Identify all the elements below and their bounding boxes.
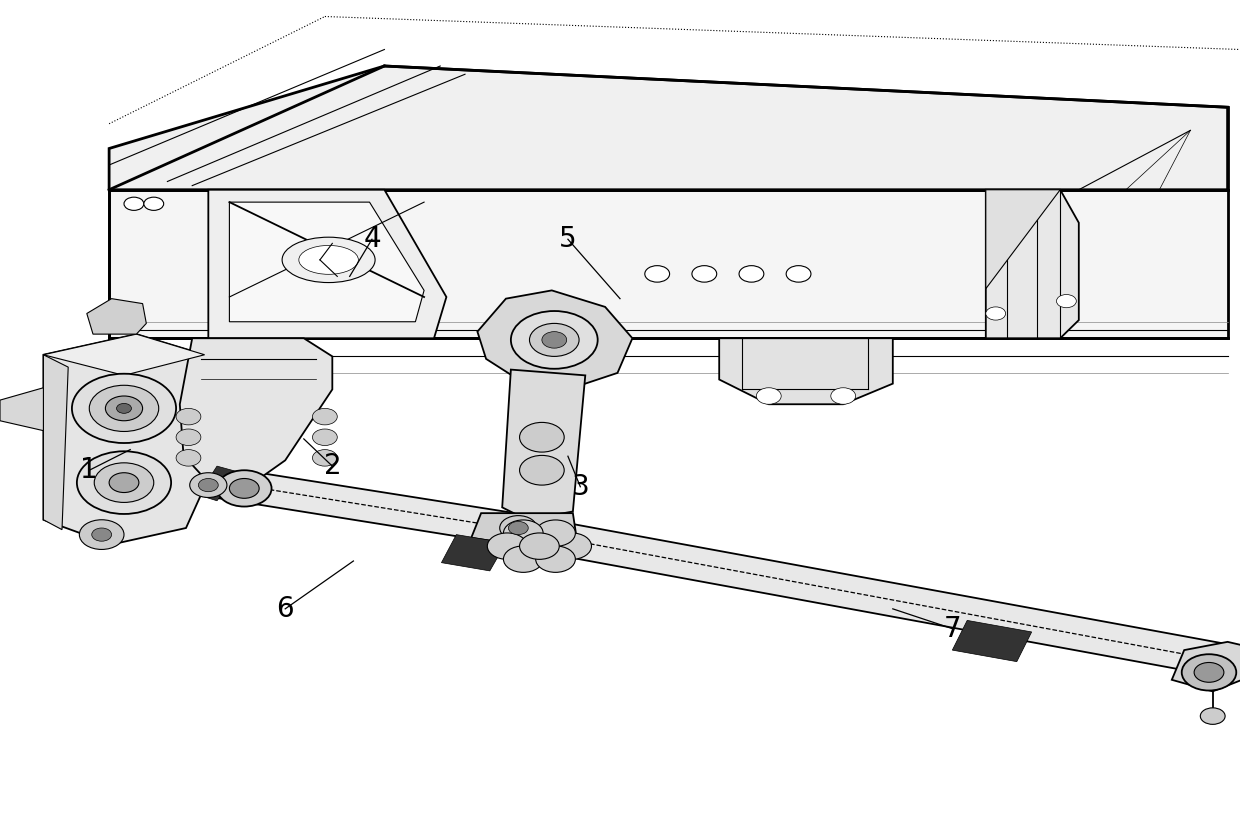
Circle shape bbox=[520, 455, 564, 485]
Polygon shape bbox=[180, 338, 332, 488]
Text: 3: 3 bbox=[572, 473, 589, 501]
Circle shape bbox=[1194, 662, 1224, 682]
Circle shape bbox=[756, 388, 781, 404]
Circle shape bbox=[520, 422, 564, 452]
Polygon shape bbox=[477, 290, 632, 388]
Circle shape bbox=[198, 478, 218, 492]
Circle shape bbox=[739, 266, 764, 282]
Circle shape bbox=[105, 396, 143, 421]
Circle shape bbox=[117, 403, 131, 413]
Polygon shape bbox=[109, 66, 1228, 190]
Circle shape bbox=[645, 266, 670, 282]
Circle shape bbox=[1056, 295, 1076, 308]
Polygon shape bbox=[109, 190, 1228, 338]
Circle shape bbox=[503, 546, 543, 573]
Polygon shape bbox=[952, 620, 1032, 662]
Circle shape bbox=[986, 307, 1006, 320]
Circle shape bbox=[89, 385, 159, 431]
Circle shape bbox=[176, 429, 201, 446]
Circle shape bbox=[217, 470, 272, 507]
Polygon shape bbox=[43, 334, 205, 375]
Polygon shape bbox=[986, 190, 1079, 338]
Circle shape bbox=[503, 520, 543, 546]
Ellipse shape bbox=[283, 238, 374, 282]
Circle shape bbox=[190, 473, 227, 497]
Polygon shape bbox=[508, 516, 1240, 678]
Polygon shape bbox=[502, 370, 585, 520]
Text: 2: 2 bbox=[324, 452, 341, 480]
Polygon shape bbox=[471, 513, 577, 546]
Polygon shape bbox=[43, 334, 205, 544]
Polygon shape bbox=[43, 355, 68, 530]
Circle shape bbox=[1182, 654, 1236, 691]
Circle shape bbox=[109, 473, 139, 493]
Polygon shape bbox=[208, 190, 446, 338]
Circle shape bbox=[312, 408, 337, 425]
Circle shape bbox=[520, 533, 559, 559]
Circle shape bbox=[92, 528, 112, 541]
Circle shape bbox=[312, 450, 337, 466]
Circle shape bbox=[176, 408, 201, 425]
Circle shape bbox=[552, 533, 591, 559]
Circle shape bbox=[1200, 708, 1225, 724]
Polygon shape bbox=[198, 466, 531, 544]
Polygon shape bbox=[719, 338, 893, 404]
Circle shape bbox=[487, 533, 527, 559]
Polygon shape bbox=[0, 388, 43, 431]
Text: 4: 4 bbox=[363, 225, 381, 253]
Circle shape bbox=[542, 332, 567, 348]
Polygon shape bbox=[441, 535, 506, 571]
Polygon shape bbox=[87, 299, 146, 334]
Circle shape bbox=[77, 451, 171, 514]
Circle shape bbox=[831, 388, 856, 404]
Circle shape bbox=[536, 546, 575, 573]
Polygon shape bbox=[1172, 642, 1240, 691]
Circle shape bbox=[692, 266, 717, 282]
Circle shape bbox=[536, 520, 575, 546]
Circle shape bbox=[511, 311, 598, 369]
Circle shape bbox=[508, 521, 528, 535]
Circle shape bbox=[529, 323, 579, 356]
Circle shape bbox=[500, 516, 537, 540]
Circle shape bbox=[79, 520, 124, 549]
Text: 5: 5 bbox=[559, 225, 577, 253]
Text: 7: 7 bbox=[944, 615, 961, 643]
Circle shape bbox=[176, 450, 201, 466]
Polygon shape bbox=[229, 202, 424, 322]
Polygon shape bbox=[986, 190, 1060, 289]
Polygon shape bbox=[198, 466, 238, 501]
Circle shape bbox=[312, 429, 337, 446]
Circle shape bbox=[72, 374, 176, 443]
Circle shape bbox=[144, 197, 164, 210]
Text: 1: 1 bbox=[81, 456, 98, 484]
Circle shape bbox=[229, 478, 259, 498]
Text: 6: 6 bbox=[277, 595, 294, 623]
Circle shape bbox=[786, 266, 811, 282]
Circle shape bbox=[94, 463, 154, 502]
Ellipse shape bbox=[299, 246, 358, 274]
Circle shape bbox=[124, 197, 144, 210]
